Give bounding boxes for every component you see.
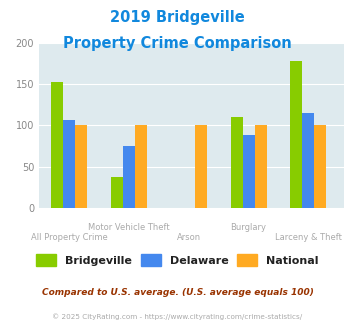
Text: Property Crime Comparison: Property Crime Comparison — [63, 36, 292, 51]
Text: Burglary: Burglary — [230, 223, 267, 232]
Bar — [242, 135, 255, 208]
Bar — [195, 125, 207, 208]
Legend: Bridgeville, Delaware, National: Bridgeville, Delaware, National — [32, 250, 323, 270]
Bar — [315, 125, 326, 208]
Bar — [302, 113, 315, 208]
Text: Arson: Arson — [177, 233, 201, 242]
Bar — [111, 177, 123, 208]
Bar — [255, 125, 267, 208]
Text: 2019 Bridgeville: 2019 Bridgeville — [110, 10, 245, 25]
Bar — [123, 146, 135, 208]
Bar — [290, 61, 302, 208]
Text: Motor Vehicle Theft: Motor Vehicle Theft — [88, 223, 170, 232]
Bar — [51, 82, 63, 208]
Text: Compared to U.S. average. (U.S. average equals 100): Compared to U.S. average. (U.S. average … — [42, 287, 313, 297]
Bar — [63, 120, 75, 208]
Text: Larceny & Theft: Larceny & Theft — [275, 233, 342, 242]
Text: All Property Crime: All Property Crime — [31, 233, 107, 242]
Bar — [231, 117, 242, 208]
Bar — [135, 125, 147, 208]
Text: © 2025 CityRating.com - https://www.cityrating.com/crime-statistics/: © 2025 CityRating.com - https://www.city… — [53, 314, 302, 320]
Bar — [75, 125, 87, 208]
